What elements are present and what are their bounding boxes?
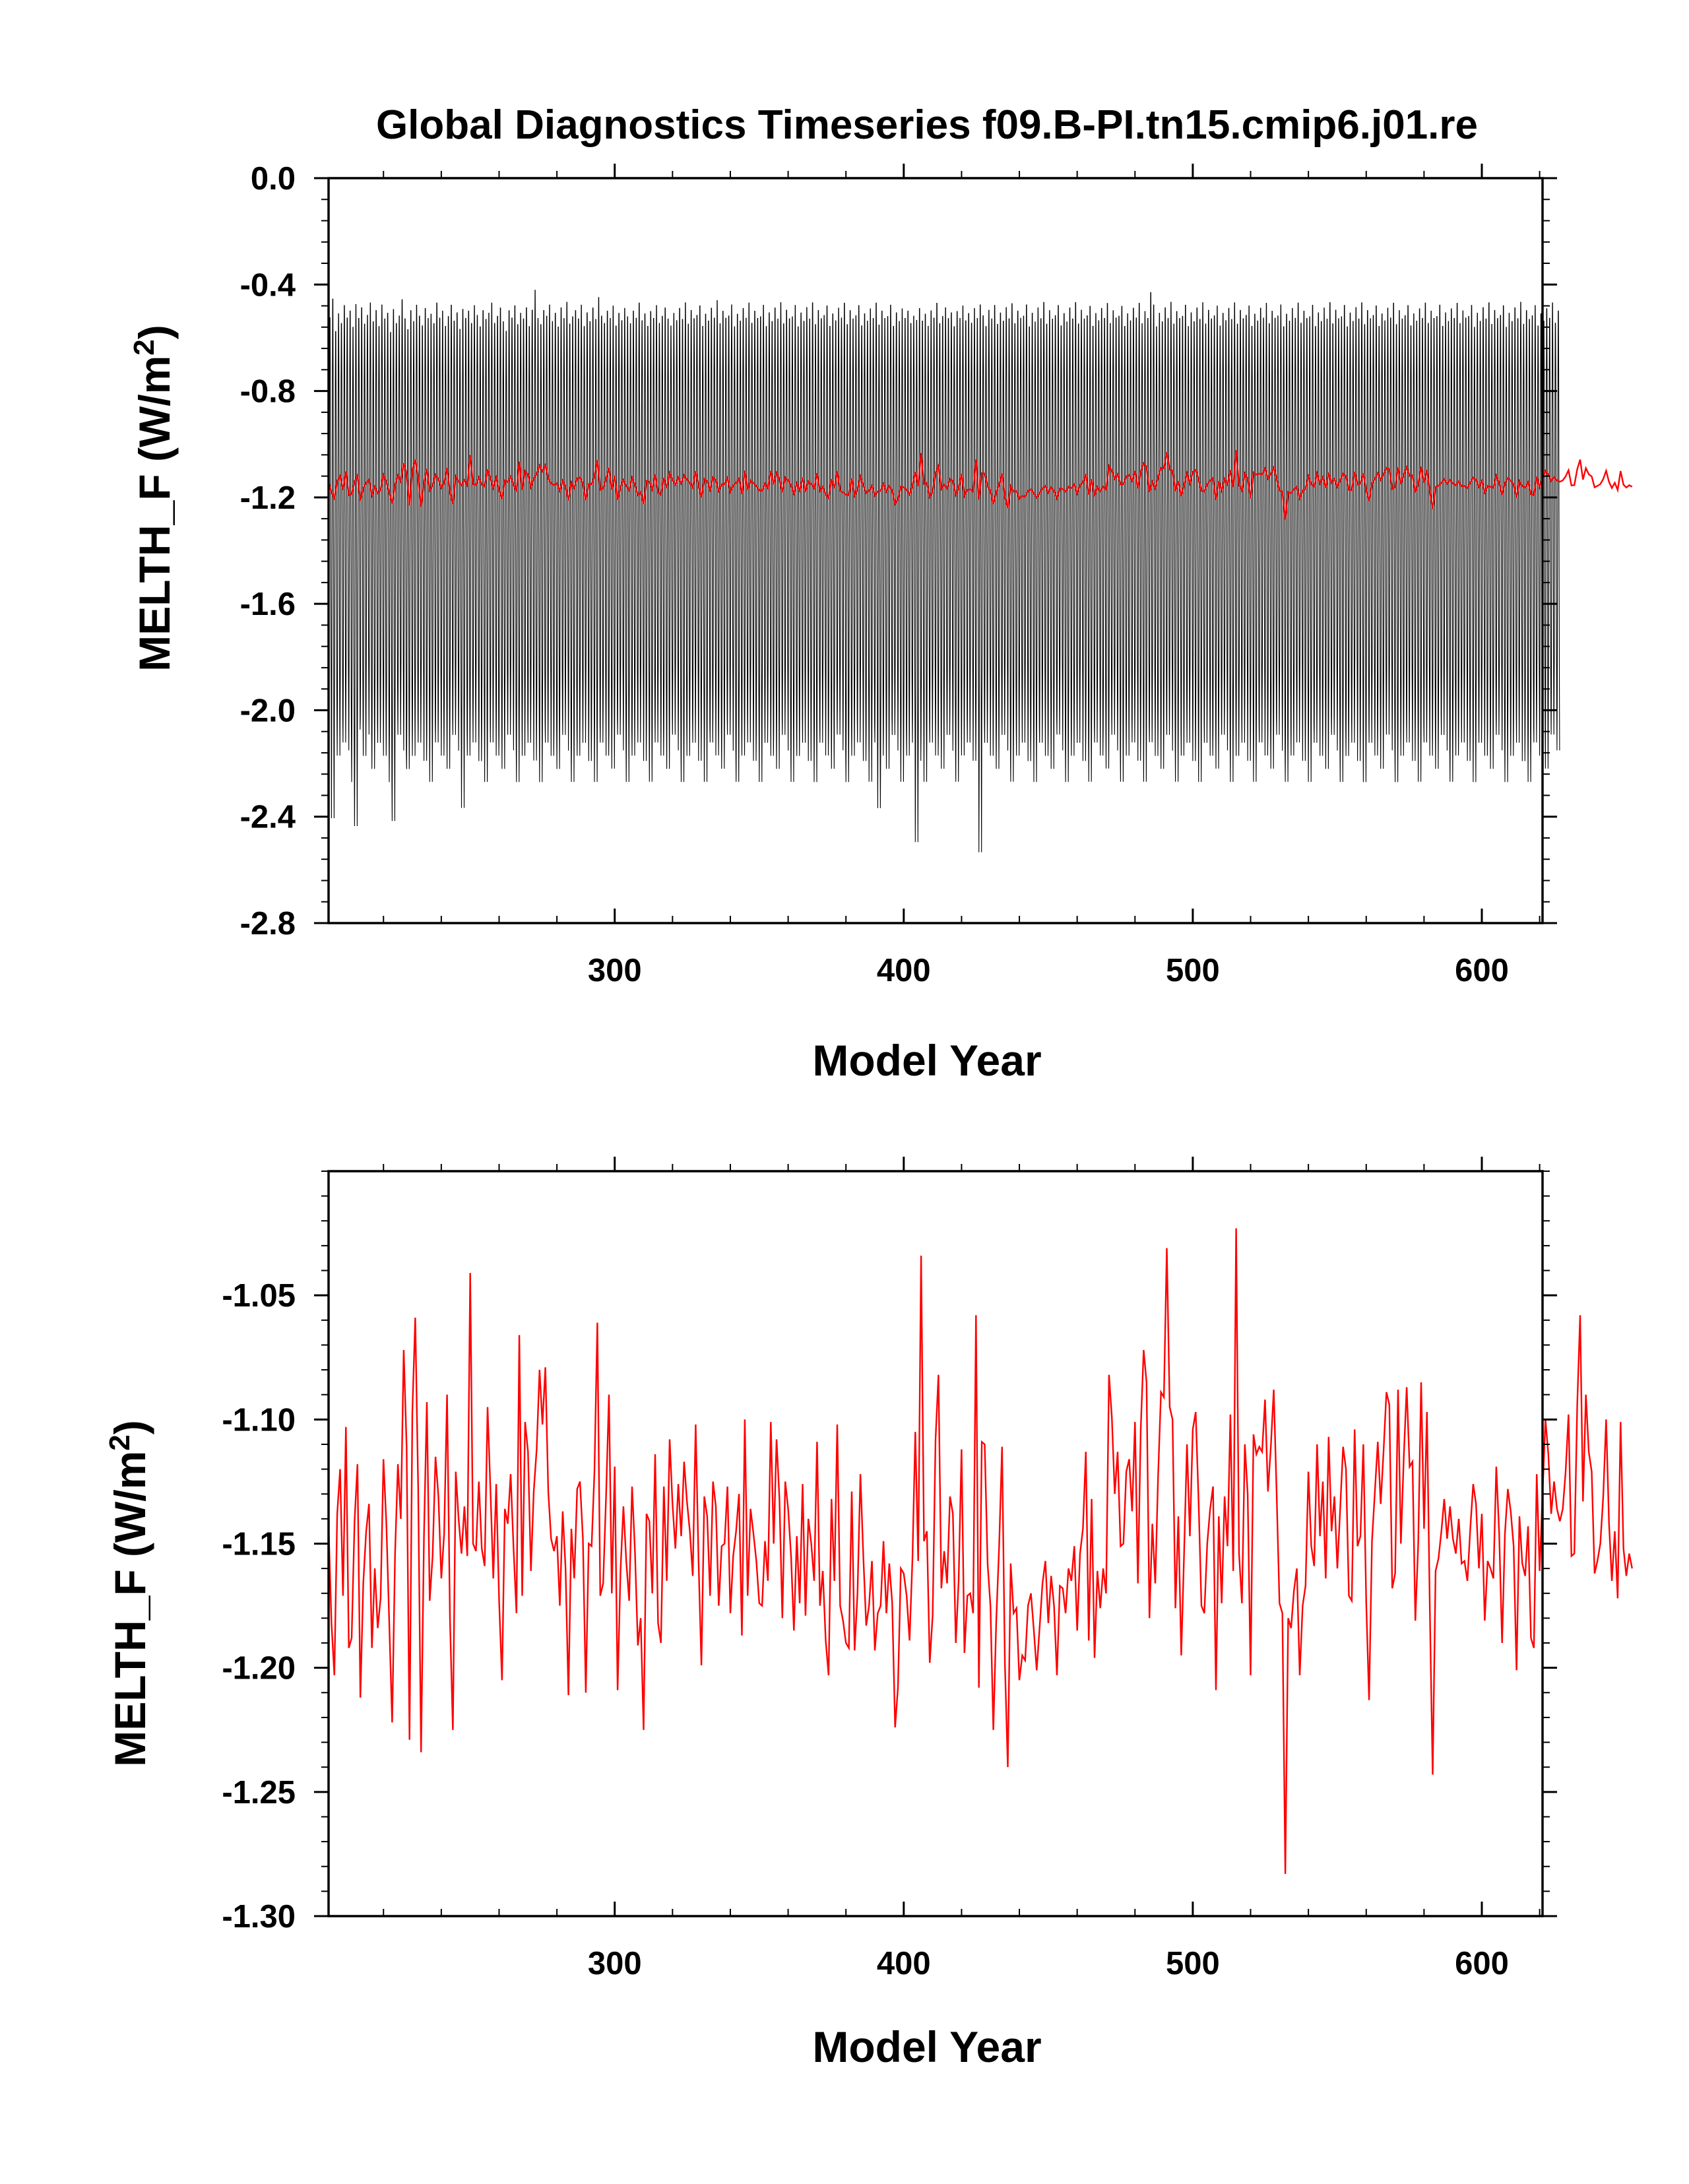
y-tick-label: -1.30: [222, 1899, 296, 1935]
y-axis-title-top: MELTH_F (W/m2): [128, 325, 179, 672]
y-tick-label: -1.25: [222, 1775, 296, 1811]
x-axis-title-top: Model Year: [812, 1036, 1041, 1085]
x-tick-label: 600: [1455, 1946, 1509, 1981]
annual-series-top: [327, 450, 1633, 520]
x-tick-label: 400: [877, 1946, 931, 1981]
chart-title: Global Diagnostics Timeseries f09.B-PI.t…: [376, 102, 1478, 148]
axes-bottom: 300 400 500 600 -1.05 -1.10 -1.15 -1.20 -1.25 -1.…: [222, 1157, 1557, 1981]
y-tick-label: 0.0: [251, 161, 296, 197]
monthly-series-top: [328, 290, 1560, 852]
y-tick-label: -2.8: [240, 906, 296, 942]
x-tick-label: 300: [588, 953, 642, 988]
x-tick-label: 500: [1166, 1946, 1220, 1981]
y-tick-label: -1.10: [222, 1402, 296, 1438]
y-tick-label: -0.8: [240, 374, 296, 410]
y-tick-label: -2.4: [240, 800, 296, 835]
annual-series-bottom: [327, 1228, 1633, 1875]
panel-top: 300 400 500 600 0.0 -0.4 -0.8 -1.2 -1.6 -2.0 -2.4 -…: [128, 161, 1633, 1085]
y-tick-label: -2.0: [240, 693, 296, 728]
monthly-line: [328, 290, 1560, 852]
panel-bottom: 300 400 500 600 -1.05 -1.10 -1.15 -1.20 -1.25 -1.…: [104, 1157, 1633, 2071]
y-tick-label: -1.2: [240, 480, 296, 516]
y-tick-label: -1.15: [222, 1527, 296, 1562]
y-tick-label: -1.6: [240, 587, 296, 622]
x-tick-label: 500: [1166, 953, 1220, 988]
y-tick-label: -0.4: [240, 267, 296, 303]
axes-top: 300 400 500 600 0.0 -0.4 -0.8 -1.2 -1.6 -2.0 -2.4 -…: [240, 161, 1557, 988]
x-axis-title-bottom: Model Year: [812, 2022, 1041, 2071]
y-tick-label: -1.05: [222, 1278, 296, 1314]
y-axis-title-bottom: MELTH_F (W/m2): [104, 1420, 155, 1767]
plot-frame: [327, 177, 1544, 924]
x-tick-label: 400: [877, 953, 931, 988]
y-tick-label: -1.20: [222, 1651, 296, 1686]
x-tick-label: 300: [588, 1946, 642, 1981]
x-tick-label: 600: [1455, 953, 1509, 988]
